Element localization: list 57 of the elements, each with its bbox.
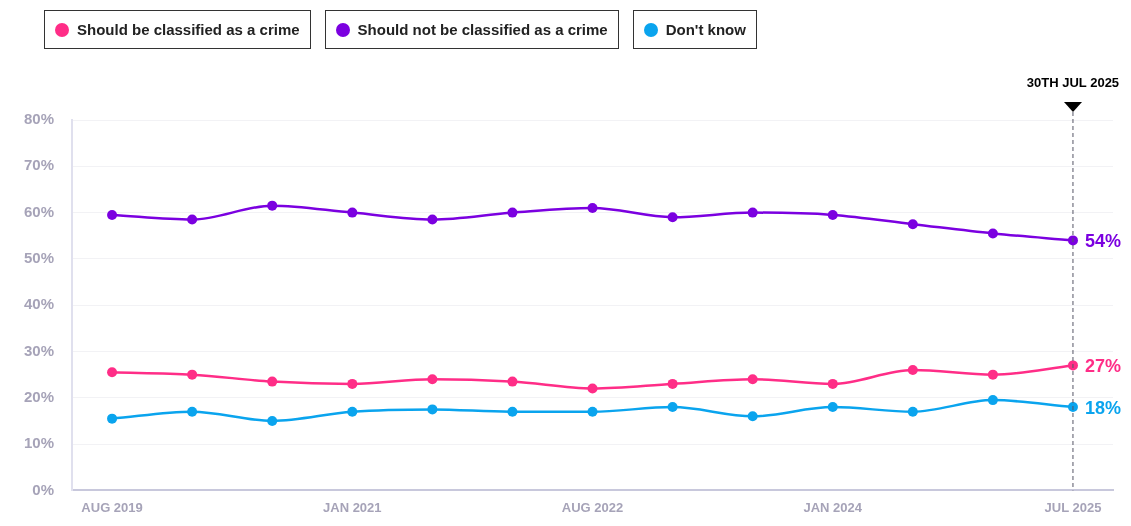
point xyxy=(827,378,838,389)
ref-line-label: 30TH JUL 2025 xyxy=(1026,75,1120,91)
point xyxy=(907,365,918,376)
legend-label: Don't know xyxy=(665,21,746,38)
point xyxy=(747,207,758,218)
point xyxy=(347,406,358,417)
y-tick-label: 40% xyxy=(23,295,55,313)
point xyxy=(187,369,198,380)
point xyxy=(907,219,918,230)
y-tick-label: 50% xyxy=(23,249,55,267)
point xyxy=(987,228,998,239)
point xyxy=(267,415,278,426)
point xyxy=(507,406,518,417)
y-tick-label: 30% xyxy=(23,341,55,359)
point xyxy=(667,378,678,389)
point xyxy=(667,402,678,413)
y-tick-label: 0% xyxy=(32,480,55,498)
point xyxy=(347,207,358,218)
point xyxy=(587,202,598,213)
point xyxy=(107,413,118,424)
point xyxy=(427,374,438,385)
point xyxy=(747,374,758,385)
data-label: 54% xyxy=(1084,231,1121,252)
y-tick-label: 20% xyxy=(23,387,55,405)
x-tick-label: JAN 2024 xyxy=(803,499,863,515)
point xyxy=(587,406,598,417)
point xyxy=(187,406,198,417)
x-tick-label: JUL 2025 xyxy=(1044,499,1102,515)
point xyxy=(427,214,438,225)
point xyxy=(427,404,438,415)
point xyxy=(987,395,998,406)
point xyxy=(267,200,278,211)
legend-label: Should not be classified as a crime xyxy=(357,21,608,38)
y-tick-label: 10% xyxy=(23,434,55,452)
x-tick-label: AUG 2022 xyxy=(561,499,624,515)
point xyxy=(587,383,598,394)
point xyxy=(907,406,918,417)
point xyxy=(827,402,838,413)
y-tick-label: 70% xyxy=(23,156,55,174)
point xyxy=(747,411,758,422)
point xyxy=(667,212,678,223)
data-label: 27% xyxy=(1084,356,1121,377)
y-tick-label: 60% xyxy=(23,202,55,220)
point xyxy=(987,369,998,380)
point xyxy=(267,376,278,387)
data-label: 18% xyxy=(1084,398,1121,419)
point xyxy=(107,367,118,378)
point xyxy=(347,378,358,389)
x-tick-label: AUG 2019 xyxy=(81,499,143,515)
point xyxy=(107,209,118,220)
legend-label: Should be classified as a crime xyxy=(77,21,300,38)
point xyxy=(827,209,838,220)
point xyxy=(187,214,198,225)
point xyxy=(507,376,518,387)
y-tick-label: 80% xyxy=(23,110,55,128)
x-tick-label: JAN 2021 xyxy=(323,499,382,515)
point xyxy=(507,207,518,218)
